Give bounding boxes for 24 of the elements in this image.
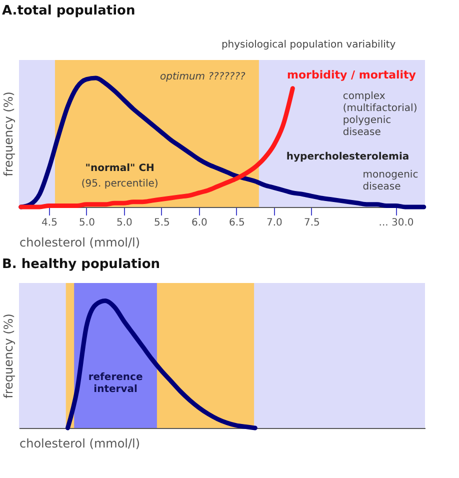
annotation: monogenic disease — [362, 170, 418, 193]
x-tick-label: 6.5 — [228, 218, 245, 228]
x-axis-title: cholesterol (mmol/l) — [20, 236, 140, 250]
annotation: "normal" CH — [85, 163, 154, 174]
annotation: hypercholesterolemia — [286, 152, 410, 163]
y-axis-title: frequency (%) — [2, 92, 16, 176]
chart-title: B. healthy population — [2, 257, 160, 272]
x-tick-label: 7.5 — [304, 218, 320, 228]
x-tick-label: 6.0 — [191, 218, 208, 228]
series-label: morbidity / mortality — [287, 68, 416, 82]
x-tick-label: 5.5 — [154, 218, 170, 228]
annotation: optimum ??????? — [160, 72, 246, 83]
x-tick-label: 5.0 — [116, 218, 132, 228]
annotation: complex (multifactorial) polygenic disease — [342, 90, 418, 138]
x-tick-label: ... 30.0 — [378, 218, 414, 228]
annotation: (95. percentile) — [81, 178, 158, 190]
x-tick-label: 5.0 — [79, 218, 95, 228]
text: physiological population variability — [221, 39, 396, 50]
x-tick-label: 7.0 — [266, 218, 282, 228]
y-axis-title: frequency (%) — [2, 314, 16, 398]
chart-title: A.total population — [2, 3, 136, 18]
x-tick-label: 4.5 — [42, 218, 58, 228]
x-axis-title: cholesterol (mmol/l) — [20, 436, 140, 450]
annotation: reference interval — [88, 372, 143, 396]
